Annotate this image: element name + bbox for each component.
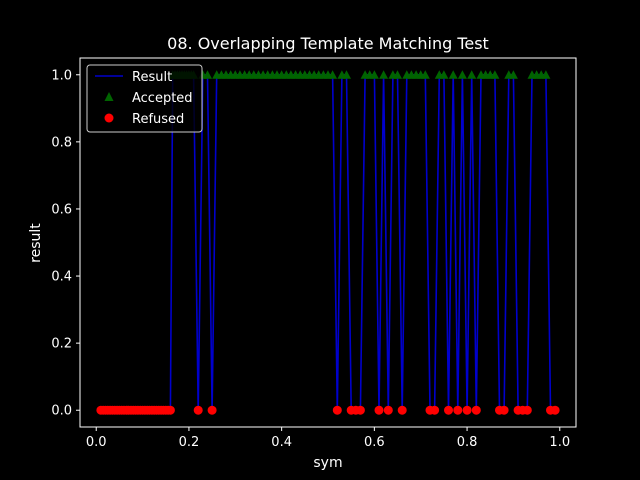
- y-tick-label: 0.2: [51, 337, 72, 352]
- refused-marker: [462, 405, 472, 415]
- y-tick-label: 0.4: [51, 270, 72, 285]
- refused-marker: [453, 405, 463, 415]
- x-tick-label: 0.2: [179, 435, 200, 450]
- legend-triangle-swatch: [104, 92, 114, 101]
- y-axis-ticks: 0.0 0.2 0.4 0.6 0.8 1.0: [51, 68, 80, 419]
- legend: Result Accepted Refused: [86, 64, 203, 133]
- legend-label-result: Result: [132, 70, 172, 85]
- x-tick-label: 0.8: [457, 435, 478, 450]
- accepted-marker: [420, 70, 430, 79]
- accepted-marker: [369, 70, 379, 79]
- accepted-marker: [448, 70, 458, 79]
- x-tick-label: 1.0: [549, 435, 570, 450]
- refused-marker: [444, 405, 453, 415]
- accepted-marker: [467, 70, 477, 79]
- y-tick-label: 0.8: [51, 135, 72, 150]
- legend-label-accepted: Accepted: [132, 91, 193, 106]
- y-axis-label: result: [28, 223, 44, 263]
- refused-marker: [332, 405, 342, 415]
- accepted-marker: [457, 70, 467, 79]
- accepted-marker: [490, 70, 500, 79]
- y-tick-label: 1.0: [51, 68, 72, 83]
- accepted-marker: [342, 70, 351, 79]
- refused-marker: [374, 405, 384, 415]
- legend-box: [86, 64, 203, 133]
- refused-marker: [397, 405, 407, 415]
- y-tick-label: 0.6: [51, 202, 72, 217]
- accepted-marker: [541, 70, 551, 79]
- accepted-marker: [379, 70, 389, 79]
- accepted-marker: [328, 70, 338, 79]
- refused-marker: [522, 405, 532, 415]
- refused-marker: [193, 405, 203, 415]
- x-axis-label: sym: [313, 455, 342, 471]
- legend-label-refused: Refused: [132, 112, 184, 127]
- x-tick-label: 0.6: [364, 435, 385, 450]
- refused-marker: [430, 405, 440, 415]
- chart-title: 08. Overlapping Template Matching Test: [167, 34, 489, 53]
- legend-circle-swatch: [104, 113, 114, 123]
- x-tick-label: 0.4: [271, 435, 292, 450]
- accepted-marker: [393, 70, 402, 79]
- refused-marker: [355, 405, 365, 415]
- refused-marker: [550, 405, 560, 415]
- refused-marker: [499, 405, 509, 415]
- accepted-marker: [439, 70, 449, 79]
- x-tick-label: 0.0: [86, 435, 107, 450]
- accepted-marker: [508, 70, 518, 79]
- accepted-marker: [203, 70, 212, 79]
- x-axis-ticks: 0.0 0.2 0.4 0.6 0.8 1.0: [86, 427, 570, 450]
- refused-marker: [471, 405, 481, 415]
- refused-marker: [207, 405, 217, 415]
- axes-frame: [79, 57, 577, 428]
- refused-marker: [383, 405, 393, 415]
- y-tick-label: 0.0: [51, 404, 72, 419]
- refused-marker: [165, 405, 175, 415]
